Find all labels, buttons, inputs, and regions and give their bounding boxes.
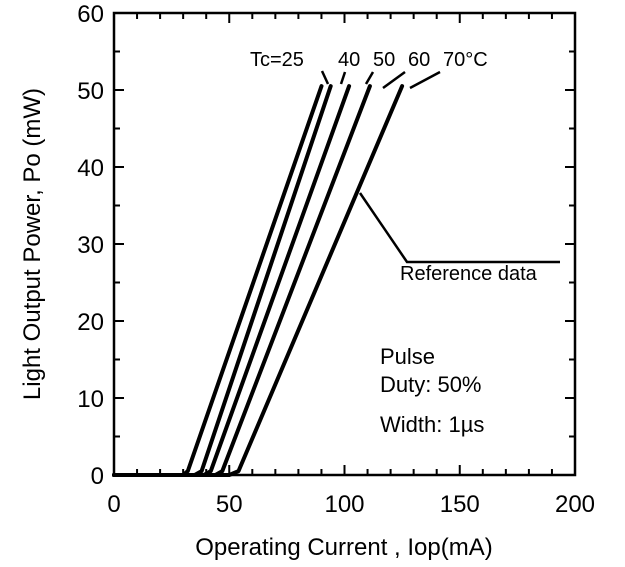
y-tick-label: 0 [91,463,104,490]
pulse-label: Pulse [380,344,435,369]
series-line-2 [112,84,333,477]
y-tick-labels: 0 10 20 30 40 50 60 [77,1,104,490]
curve-label-25: Tc=25 [250,49,304,71]
tick-marks [113,12,576,476]
y-tick-label: 60 [77,1,104,28]
width-label: Width: 1µs [380,412,484,437]
y-tick-label: 10 [77,386,104,413]
x-tick-labels: 0 50 100 150 200 [107,491,595,518]
leader-60 [382,70,406,90]
x-tick-label: 200 [555,491,595,518]
x-tick-label: 0 [107,491,120,518]
x-tick-label: 100 [324,491,364,518]
y-tick-label: 30 [77,232,104,259]
leader-50 [364,71,375,85]
duty-label: Duty: 50% [380,372,482,397]
y-axis-label: Light Output Power, Po (mW) [19,88,46,400]
x-tick-label: 50 [216,491,243,518]
leader-40 [339,71,347,85]
curve-label-40: 40 [338,49,360,71]
y-tick-label: 40 [77,155,104,182]
series-line-3 [112,84,352,477]
series-group [112,84,405,477]
y-tick-label: 50 [77,78,104,105]
x-axis-label: Operating Current , Iop(mA) [195,534,492,561]
x-tick-label: 150 [440,491,480,518]
curve-label-70: 70°C [443,49,488,71]
series-line-5 [112,84,405,477]
curve-label-60: 60 [408,49,430,71]
series-line-4 [112,84,372,477]
plot-frame [112,11,577,477]
y-tick-label: 20 [77,309,104,336]
curve-label-50: 50 [373,49,395,71]
reference-label: Reference data [400,263,538,285]
reference-leader [358,192,560,264]
leader-70 [409,70,441,90]
leader-25 [320,70,330,85]
